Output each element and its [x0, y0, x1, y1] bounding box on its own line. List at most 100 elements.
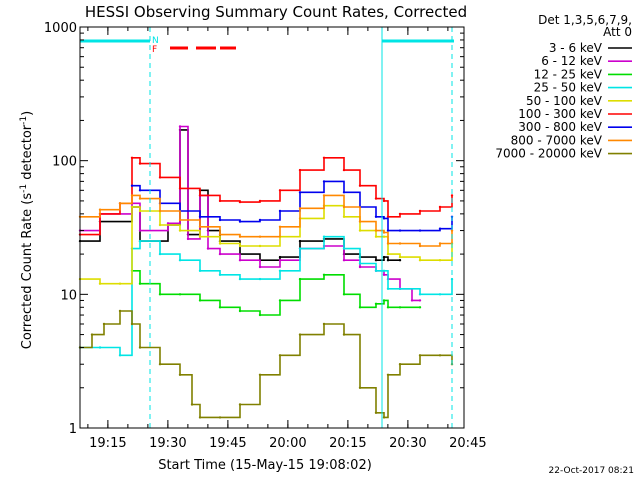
series-point-7000-20000-kev	[386, 373, 390, 376]
series-point-50-100-kev	[258, 244, 262, 248]
series-point-3-6-kev	[278, 255, 282, 259]
series-point-100-300-kev	[298, 168, 302, 172]
series-point-25-50-kev	[374, 269, 378, 272]
series-point-50-100-kev	[178, 229, 182, 232]
series-point-6-12-kev	[258, 265, 262, 269]
series-point-50-100-kev	[358, 229, 362, 232]
series-point-800-7000-kev	[138, 197, 142, 200]
axes-layer: 19:15 19:30 19:45 20:00 20:15 20:30 20:45 1 10 10…	[44, 21, 487, 451]
series-point-6-12-kev	[186, 237, 190, 241]
series-point-12-25-kev	[258, 313, 262, 317]
series-point-50-100-kev	[158, 223, 162, 227]
series-point-25-50-kev	[382, 269, 386, 272]
series-point-6-12-kev	[418, 299, 422, 302]
series-point-300-800-kev	[238, 220, 242, 223]
series-point-7000-20000-kev	[258, 373, 262, 376]
series-point-800-7000-kev	[278, 225, 282, 228]
x-tick-label: 20:45	[449, 436, 486, 451]
series-point-12-25-kev	[374, 302, 378, 305]
series-point-3-6-kev	[298, 239, 302, 243]
series-point-800-7000-kev	[258, 235, 262, 238]
series-point-800-7000-kev	[342, 205, 346, 209]
series-point-25-50-kev	[238, 277, 242, 281]
series-point-300-800-kev	[342, 191, 346, 194]
series-point-3-6-kev	[382, 255, 386, 259]
series-point-800-7000-kev	[178, 218, 182, 222]
legend-entry-label: 300 - 800 keV	[518, 120, 602, 134]
series-point-7000-20000-kev	[218, 416, 222, 419]
x-tick-label: 20:00	[269, 436, 306, 451]
series-point-12-25-kev	[138, 282, 142, 285]
series-point-50-100-kev	[342, 215, 346, 218]
svg-text:Corrected Count Rate (s-1 dete: Corrected Count Rate (s-1 detector-1)	[19, 111, 35, 349]
series-point-6-12-kev	[238, 259, 242, 262]
series-point-100-300-kev	[130, 156, 134, 159]
y-axis-label-text: Corrected Count Rate (s	[20, 193, 35, 350]
x-tick-label: 20:15	[329, 436, 366, 451]
series-point-300-800-kev	[438, 227, 442, 230]
series-point-25-50-kev	[358, 262, 362, 265]
series-point-6-12-kev	[358, 265, 362, 269]
series-point-7000-20000-kev	[238, 403, 242, 406]
series-point-25-50-kev	[138, 239, 142, 243]
x-tick-label: 19:45	[209, 436, 246, 451]
series-point-25-50-kev	[418, 293, 422, 296]
series-point-800-7000-kev	[238, 235, 242, 238]
series-point-6-12-kev	[278, 259, 282, 262]
series-point-100-300-kev	[450, 194, 454, 197]
series-point-6-12-kev	[166, 222, 170, 225]
series-point-50-100-kev	[138, 209, 142, 213]
series-point-300-800-kev	[130, 184, 134, 187]
y-tick-label: 1000	[44, 21, 77, 36]
series-point-100-300-kev	[382, 199, 386, 203]
series-point-50-100-kev	[382, 235, 386, 238]
legend-entry-label: 100 - 300 keV	[518, 107, 602, 121]
series-point-6-12-kev	[178, 125, 182, 128]
series-point-6-12-kev	[382, 273, 386, 276]
y-axis-label-end: )	[20, 111, 35, 116]
series-point-100-300-kev	[342, 168, 346, 172]
series-point-50-100-kev	[218, 242, 222, 245]
series-point-300-800-kev	[258, 218, 262, 222]
series-point-25-50-kev	[398, 287, 402, 290]
series-point-800-7000-kev	[218, 233, 222, 236]
series-point-12-25-kev	[218, 306, 222, 309]
series-point-300-800-kev	[218, 218, 222, 222]
series-point-3-6-kev	[386, 259, 390, 262]
series-point-6-12-kev	[206, 247, 210, 250]
series-point-25-50-kev	[198, 269, 202, 272]
series-point-800-7000-kev	[198, 225, 202, 228]
series-point-12-25-kev	[358, 306, 362, 309]
series-point-12-25-kev	[382, 299, 386, 302]
series-point-100-300-kev	[278, 189, 282, 192]
series-point-12-25-kev	[342, 293, 346, 296]
series-point-800-7000-kev	[118, 202, 122, 205]
legend-entry-label: 800 - 7000 keV	[511, 133, 603, 147]
series-point-25-50-kev	[158, 252, 162, 256]
series-point-25-50-kev	[322, 235, 326, 238]
x-axis-label: Start Time (15-May-15 19:08:02)	[158, 458, 372, 473]
series-point-12-25-kev	[198, 299, 202, 302]
series-point-800-7000-kev	[450, 229, 454, 232]
series-point-100-300-kev	[358, 184, 362, 187]
series-point-50-100-kev	[198, 235, 202, 238]
y-tick-label: 10	[60, 288, 77, 303]
series-point-7000-20000-kev	[322, 322, 326, 326]
series-point-50-100-kev	[130, 205, 134, 209]
series-point-800-7000-kev	[322, 194, 326, 197]
series-point-100-300-kev	[198, 194, 202, 197]
series-point-800-7000-kev	[418, 244, 422, 248]
y-axis-label-mid: detector	[20, 124, 35, 184]
series-point-12-25-kev	[322, 273, 326, 276]
series-point-7000-20000-kev	[118, 309, 122, 313]
footer-date: 22-Oct-2017 08:21	[549, 466, 634, 476]
series-point-3-6-kev	[398, 259, 402, 262]
series-point-50-100-kev	[374, 235, 378, 238]
series-point-50-100-kev	[398, 255, 402, 259]
series-point-7000-20000-kev	[374, 411, 378, 414]
y-tick-label: 1	[69, 422, 77, 437]
series-point-100-300-kev	[374, 197, 378, 200]
legend-entry-label: 12 - 25 keV	[534, 67, 603, 81]
series-point-7000-20000-kev	[382, 416, 386, 419]
